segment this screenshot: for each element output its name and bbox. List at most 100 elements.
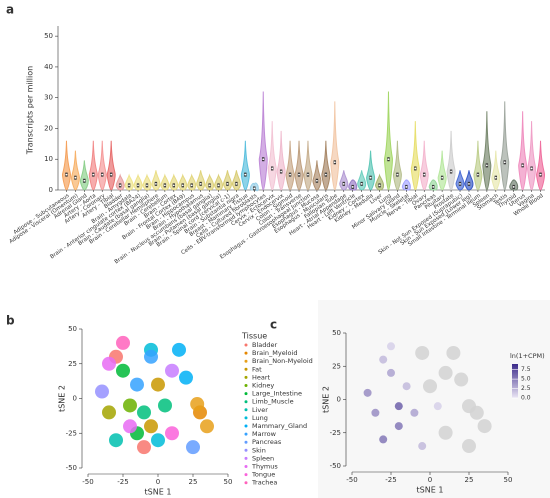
- violin: [142, 173, 152, 191]
- cluster-point: [158, 398, 172, 413]
- median: [342, 182, 345, 185]
- median: [450, 170, 452, 173]
- legend-swatch: [244, 432, 248, 436]
- cell-point: [394, 402, 403, 411]
- violin: [536, 140, 546, 191]
- violin: [240, 140, 250, 191]
- violin: [115, 173, 125, 191]
- median: [181, 184, 184, 187]
- violin: [97, 140, 107, 191]
- legend-swatch: [244, 465, 248, 468]
- violin: [88, 140, 98, 191]
- violin: [214, 173, 224, 191]
- cluster-point: [102, 405, 116, 420]
- violin: [160, 173, 170, 191]
- cluster-point: [109, 433, 123, 448]
- violin: [357, 170, 367, 191]
- median: [146, 184, 148, 187]
- median: [316, 179, 318, 182]
- x-tick-label: -25: [117, 478, 128, 486]
- legend-swatch: [244, 448, 248, 452]
- cell-point: [477, 419, 492, 434]
- violin: [518, 111, 528, 191]
- median: [324, 173, 327, 176]
- y-tick-label: 50: [44, 32, 53, 40]
- panel-c-background: [318, 300, 550, 498]
- cluster-point: [151, 433, 165, 448]
- cluster-point: [151, 377, 165, 392]
- violin: [437, 150, 447, 191]
- median: [172, 184, 175, 187]
- legend-label: Bladder: [252, 341, 277, 349]
- legend-swatch: [244, 456, 248, 460]
- colorbar-tick-label: 5.0: [521, 376, 531, 383]
- cell-point: [371, 408, 380, 417]
- cell-point: [402, 382, 411, 391]
- cluster-point: [144, 419, 158, 434]
- x-tick-label: 50: [504, 476, 513, 484]
- y-tick-label: 20: [44, 124, 53, 132]
- violin: [464, 170, 474, 191]
- y-tick-label: 25: [332, 362, 341, 370]
- y-tick-label: -50: [66, 464, 77, 472]
- violin: [339, 170, 349, 191]
- y-tick-label: 25: [68, 360, 77, 368]
- legend-swatch: [244, 473, 248, 477]
- x-axis-label: tSNE 1: [417, 486, 444, 495]
- legend-swatch: [244, 367, 248, 371]
- legend-label: Fat: [252, 365, 262, 373]
- violin: [205, 173, 215, 191]
- cluster-point: [102, 356, 116, 371]
- y-tick-label: 50: [68, 325, 77, 333]
- median: [244, 173, 247, 176]
- median: [369, 176, 372, 179]
- median: [307, 173, 309, 176]
- legend-label: Trachea: [251, 479, 277, 487]
- y-tick-label: -25: [66, 429, 77, 437]
- y-axis-label: tSNE 2: [58, 385, 67, 412]
- panel-label: b: [6, 314, 15, 328]
- x-tick-label: 25: [465, 476, 474, 484]
- violin: [294, 140, 304, 191]
- median: [494, 176, 497, 179]
- violin: [79, 160, 89, 191]
- violin: [473, 140, 483, 191]
- legend-label: Brain_Myeloid: [252, 349, 297, 357]
- violin: [410, 121, 420, 191]
- cell-point: [446, 345, 461, 360]
- median: [333, 161, 336, 164]
- median: [208, 184, 211, 187]
- legend-label: Tongue: [251, 471, 275, 479]
- legend-label: Limb_Muscle: [252, 398, 294, 406]
- legend-swatch: [244, 408, 248, 412]
- median: [226, 182, 229, 185]
- median: [432, 186, 435, 188]
- cell-point: [363, 388, 372, 397]
- cell-point: [379, 355, 388, 364]
- cell-point: [394, 422, 403, 431]
- violin: [491, 150, 501, 191]
- violin: [527, 121, 537, 191]
- violin: [196, 170, 206, 191]
- median: [423, 173, 426, 176]
- legend-swatch: [244, 416, 248, 420]
- cluster-point: [172, 342, 186, 357]
- colorbar-title: ln(1+CPM): [510, 352, 545, 360]
- violin: [151, 170, 161, 191]
- median: [477, 173, 479, 176]
- violin: [312, 160, 322, 191]
- median: [83, 179, 86, 182]
- cluster-point: [186, 440, 200, 455]
- median: [271, 167, 274, 170]
- violin: [419, 140, 429, 191]
- median: [387, 158, 390, 161]
- cell-point: [462, 399, 476, 414]
- median: [378, 184, 381, 187]
- median: [128, 184, 130, 187]
- panel-label: c: [270, 318, 277, 332]
- violin: [455, 170, 465, 191]
- violin: [392, 140, 402, 191]
- violin: [482, 111, 492, 191]
- y-tick-label: -50: [330, 462, 341, 470]
- cell-point: [418, 442, 427, 451]
